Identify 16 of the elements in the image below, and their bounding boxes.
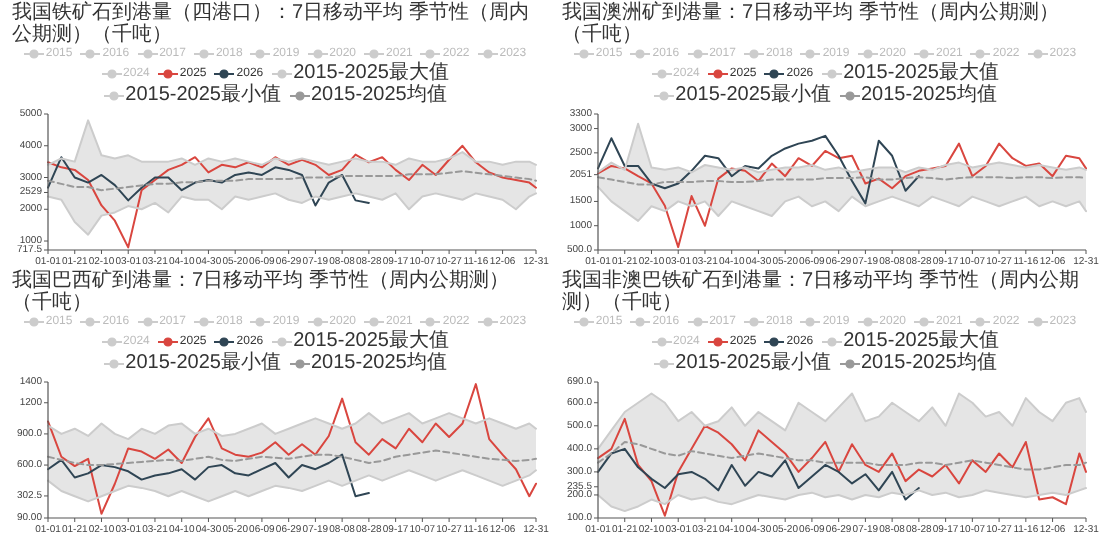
legend-label: 2015-2025均值 (311, 352, 447, 374)
legend-label: 2015-2025最大值 (293, 330, 449, 352)
legend-label: 2015-2025最小值 (675, 352, 831, 374)
legend-label: 2015-2025最大值 (293, 62, 449, 84)
chart-title: 我国澳洲矿到港量：7日移动平均 季节性（周内公期测）（千吨） (560, 0, 1061, 46)
legend-label: 2015-2025均值 (861, 84, 997, 106)
legend-label: 2015-2025最大值 (843, 62, 999, 84)
chart-title: 我国非澳巴铁矿石到港量：7日移动平均 季节性（周内公期测）（千吨） (560, 268, 1081, 314)
legend-label: 2015-2025最小值 (125, 352, 281, 374)
legend-label: 2015-2025最大值 (843, 330, 999, 352)
chart-title: 我国铁矿石到港量（四港口）：7日移动平均 季节性（周内公期测）（千吨） (10, 0, 531, 46)
legend-label: 2015-2025最小值 (675, 84, 831, 106)
legend-label: 2015-2025均值 (861, 352, 997, 374)
chart-title: 我国巴西矿到港量：7日移动平均 季节性（周内公期测）（千吨） (10, 268, 511, 314)
legend-label: 2015-2025最小值 (125, 84, 281, 106)
legend-label: 2015-2025均值 (311, 84, 447, 106)
